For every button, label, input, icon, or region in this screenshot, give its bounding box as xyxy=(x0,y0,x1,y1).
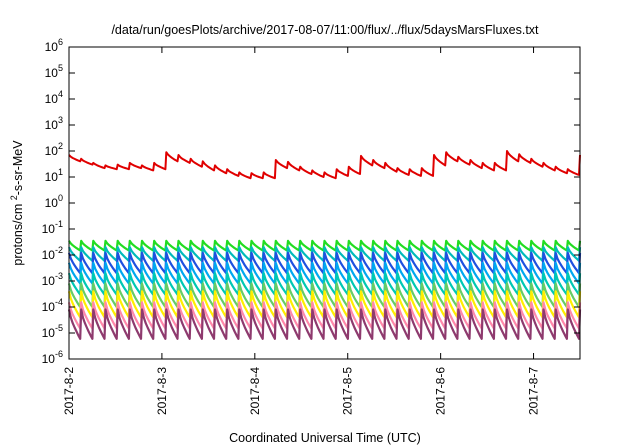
series-line xyxy=(67,308,582,340)
chart-title: /data/run/goesPlots/archive/2017-08-07/1… xyxy=(111,23,539,37)
y-tick-base: 10 xyxy=(45,118,59,132)
x-tick-label: 2017-8-6 xyxy=(434,367,448,415)
series-line xyxy=(67,301,582,330)
y-tick-base: 10 xyxy=(42,248,56,262)
y-tick-exponent: 6 xyxy=(58,37,63,47)
y-tick-label: 104 xyxy=(45,89,63,106)
x-tick-label: 2017-8-2 xyxy=(62,367,76,415)
y-tick-base: 10 xyxy=(45,170,59,184)
y-tick-label: 106 xyxy=(45,37,63,54)
y-tick-exponent: -5 xyxy=(55,323,63,333)
x-axis: 2017-8-2 2017-8-3 2017-8-4 2017-8-5 2017-8-6… xyxy=(62,47,541,415)
y-tick-base: 10 xyxy=(45,196,59,210)
y-tick-base: 10 xyxy=(42,326,56,340)
y-tick-exponent: 0 xyxy=(58,193,63,203)
y-tick-label: 101 xyxy=(45,167,63,184)
y-tick-base: 10 xyxy=(45,144,59,158)
series-line xyxy=(67,261,582,285)
y-tick-base: 10 xyxy=(45,66,59,80)
y-tick-exponent: 3 xyxy=(58,115,63,125)
y-tick-base: 10 xyxy=(42,222,56,236)
y-tick-exponent: 1 xyxy=(58,167,63,177)
y-tick-exponent: -3 xyxy=(55,271,63,281)
y-tick-base: 10 xyxy=(45,40,59,54)
y-tick-label: 10-4 xyxy=(42,297,63,314)
series-line xyxy=(67,290,582,319)
y-tick-label: 10-3 xyxy=(42,271,63,288)
y-axis: 10-610-510-410-310-210-11001011021031041… xyxy=(42,37,580,366)
y-tick-exponent: 2 xyxy=(58,141,63,151)
x-tick-label: 2017-8-5 xyxy=(341,367,355,415)
y-tick-label: 103 xyxy=(45,115,63,132)
x-tick-label: 2017-8-4 xyxy=(248,367,262,415)
x-axis-label: Coordinated Universal Time (UTC) xyxy=(229,431,421,445)
y-tick-label: 105 xyxy=(45,63,63,80)
y-tick-base: 10 xyxy=(42,352,56,366)
y-axis-label-text: protons/cm xyxy=(11,204,25,266)
y-tick-base: 10 xyxy=(42,300,56,314)
y-tick-exponent: -4 xyxy=(55,297,63,307)
series-line xyxy=(68,239,582,252)
y-tick-label: 10-1 xyxy=(42,219,63,236)
x-tick-label: 2017-8-3 xyxy=(155,367,169,415)
y-tick-base: 10 xyxy=(45,92,59,106)
series-line xyxy=(67,251,582,275)
series-line xyxy=(68,246,582,262)
y-tick-label: 10-6 xyxy=(42,349,63,366)
series-line xyxy=(68,150,581,180)
y-tick-label: 10-5 xyxy=(42,323,63,340)
y-tick-base: 10 xyxy=(42,274,56,288)
y-tick-label: 100 xyxy=(45,193,63,210)
y-tick-label: 10-2 xyxy=(42,245,63,262)
y-tick-exponent: 5 xyxy=(58,63,63,73)
x-tick-label: 2017-8-7 xyxy=(527,367,541,415)
y-tick-exponent: -1 xyxy=(55,219,63,229)
y-axis-label: protons/cm 2-s-sr-MeV xyxy=(9,140,25,266)
series-line xyxy=(67,272,582,296)
y-tick-label: 102 xyxy=(45,141,63,158)
y-tick-exponent: -2 xyxy=(55,245,63,255)
y-tick-exponent: -6 xyxy=(55,349,63,359)
series-layer xyxy=(67,150,582,340)
y-axis-label-sup: 2 xyxy=(9,195,19,200)
series-line xyxy=(67,282,582,309)
y-tick-exponent: 4 xyxy=(58,89,63,99)
y-axis-label-rest: -s-sr-MeV xyxy=(11,140,25,196)
